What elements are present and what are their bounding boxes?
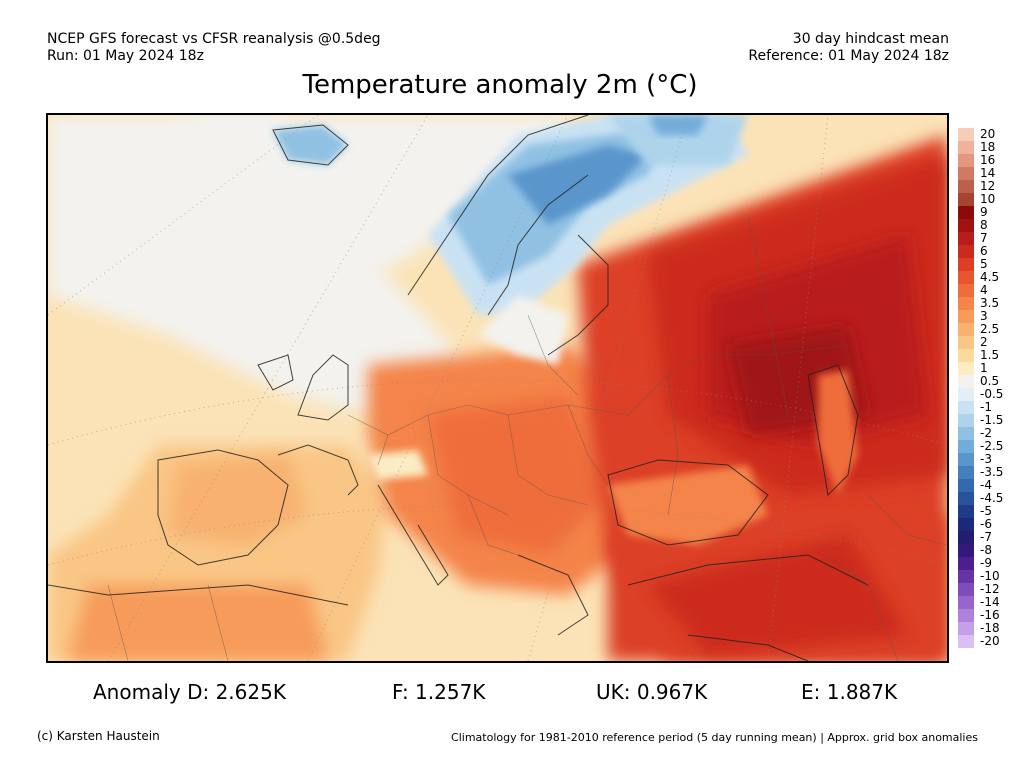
legend-swatch: [958, 258, 974, 271]
legend-label: -3: [980, 452, 992, 466]
legend-label: 2.5: [980, 322, 1000, 336]
legend-swatch: [958, 557, 974, 570]
legend-label: -5: [980, 504, 992, 518]
legend-swatch: [958, 271, 974, 284]
legend-label: 8: [980, 218, 988, 232]
model-description: NCEP GFS forecast vs CFSR reanalysis @0.…: [47, 31, 381, 47]
legend-swatch: [958, 453, 974, 466]
run-time: Run: 01 May 2024 18z: [47, 48, 204, 64]
map-title: Temperature anomaly 2m (°C): [302, 70, 698, 100]
legend-label: 18: [980, 140, 996, 154]
climatology-note: Climatology for 1981-2010 reference peri…: [451, 731, 978, 744]
legend-label: -3.5: [980, 465, 1004, 479]
stat-france: F: 1.257K: [392, 680, 486, 704]
legend-label: 3: [980, 309, 988, 323]
legend-label: 20: [980, 127, 996, 141]
legend-label: -2.5: [980, 439, 1004, 453]
legend-label: 1: [980, 361, 988, 375]
legend-swatch: [958, 544, 974, 557]
legend-label: 16: [980, 153, 996, 167]
legend-label: 6: [980, 244, 988, 258]
legend-swatch: [958, 297, 974, 310]
legend-label: 1.5: [980, 348, 1000, 362]
stat-spain: E: 1.887K: [801, 680, 898, 704]
copyright: (c) Karsten Haustein: [37, 729, 160, 743]
legend-label: -18: [980, 621, 1000, 635]
legend-swatch: [958, 583, 974, 596]
legend-label: 4.5: [980, 270, 1000, 284]
legend-label: 10: [980, 192, 996, 206]
legend-swatch: [958, 310, 974, 323]
anomaly-map-graphic: [48, 115, 947, 661]
legend-label: -1: [980, 400, 992, 414]
legend-swatch: [958, 284, 974, 297]
legend-label: -2: [980, 426, 992, 440]
header-right: 30 day hindcast mean Reference: 01 May 2…: [748, 31, 949, 65]
legend-swatch: [958, 570, 974, 583]
legend-label: 0.5: [980, 374, 1000, 388]
legend-label: 12: [980, 179, 996, 193]
legend-label: -6: [980, 517, 992, 531]
legend-label: -0.5: [980, 387, 1004, 401]
legend-label: -14: [980, 595, 1000, 609]
stat-uk: UK: 0.967K: [596, 680, 708, 704]
legend-swatch: [958, 609, 974, 622]
legend-swatch: [958, 427, 974, 440]
legend-label: 3.5: [980, 296, 1000, 310]
legend-swatch: [958, 440, 974, 453]
legend-swatch: [958, 193, 974, 206]
legend-swatch: [958, 206, 974, 219]
legend-swatch: [958, 245, 974, 258]
header-left: NCEP GFS forecast vs CFSR reanalysis @0.…: [47, 31, 381, 65]
legend-swatch: [958, 401, 974, 414]
legend-swatch: [958, 349, 974, 362]
legend-label: -12: [980, 582, 1000, 596]
legend-swatch: [958, 232, 974, 245]
legend-swatch: [958, 505, 974, 518]
legend-label: -9: [980, 556, 992, 570]
reference-time: Reference: 01 May 2024 18z: [748, 48, 949, 64]
legend-swatch: [958, 362, 974, 375]
legend-swatch: [958, 375, 974, 388]
legend-label: 9: [980, 205, 988, 219]
legend-swatch: [958, 635, 974, 648]
legend-swatch: [958, 531, 974, 544]
legend-label: -10: [980, 569, 1000, 583]
legend-label: 14: [980, 166, 996, 180]
legend-swatch: [958, 128, 974, 141]
legend-label: -8: [980, 543, 992, 557]
legend-swatch: [958, 466, 974, 479]
legend-label: 2: [980, 335, 988, 349]
legend-label: 5: [980, 257, 988, 271]
legend-swatch: [958, 388, 974, 401]
legend-swatch: [958, 167, 974, 180]
legend-swatch: [958, 596, 974, 609]
legend-label: -20: [980, 634, 1000, 648]
legend-label: 7: [980, 231, 988, 245]
hindcast-description: 30 day hindcast mean: [792, 31, 949, 47]
legend-swatch: [958, 180, 974, 193]
legend-label: -1.5: [980, 413, 1004, 427]
legend-swatch: [958, 518, 974, 531]
legend-label: 4: [980, 283, 988, 297]
anomaly-map: [46, 113, 949, 663]
legend-swatch: [958, 141, 974, 154]
legend-label: -7: [980, 530, 992, 544]
legend-label: -4: [980, 478, 992, 492]
legend-swatch: [958, 323, 974, 336]
legend-swatch: [958, 336, 974, 349]
legend-swatch: [958, 479, 974, 492]
legend-swatch: [958, 492, 974, 505]
legend-swatch: [958, 414, 974, 427]
legend-label: -4.5: [980, 491, 1004, 505]
legend-swatch: [958, 154, 974, 167]
stat-germany: Anomaly D: 2.625K: [93, 680, 286, 704]
legend-label: -16: [980, 608, 1000, 622]
legend-swatch: [958, 622, 974, 635]
legend-swatch: [958, 219, 974, 232]
